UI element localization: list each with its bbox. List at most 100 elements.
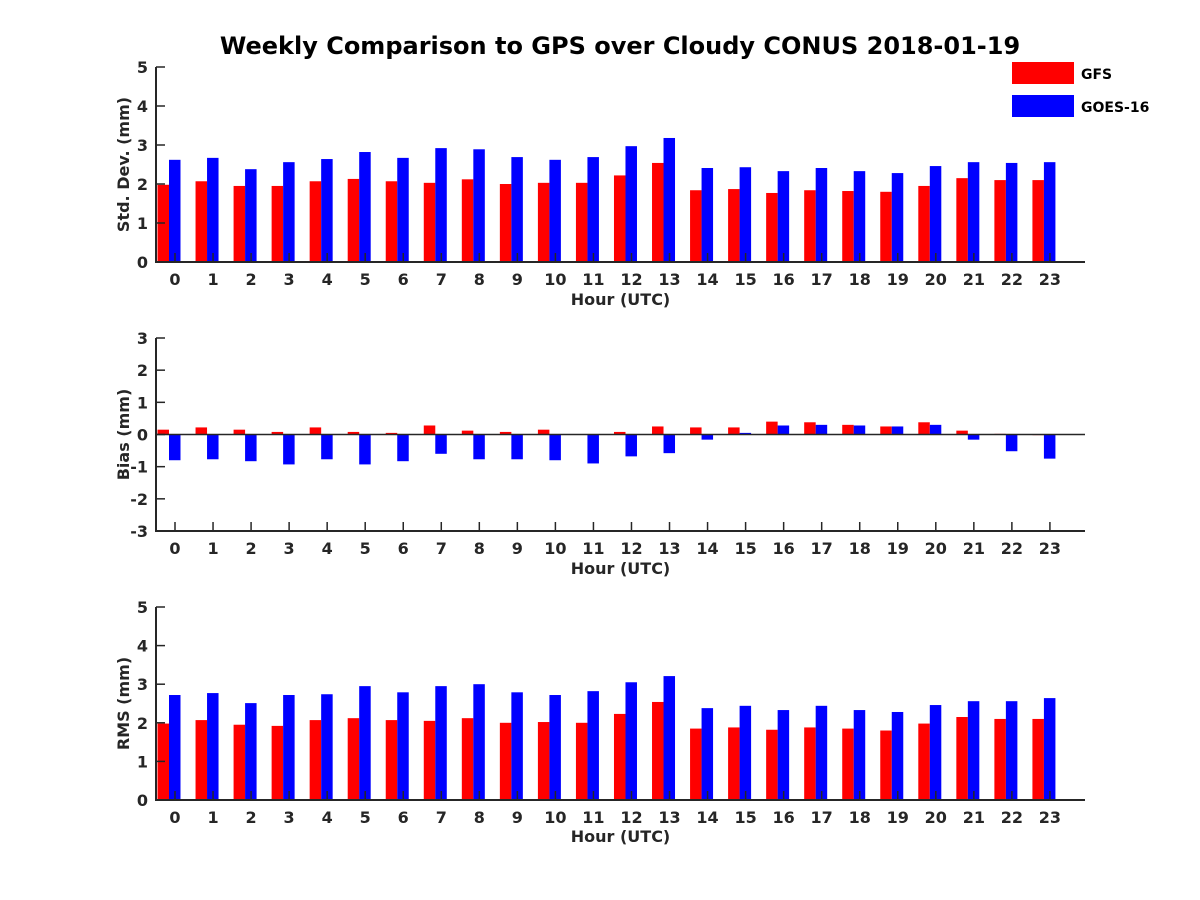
x-tick-label: 23 bbox=[1039, 270, 1061, 289]
x-tick-label: 8 bbox=[474, 808, 485, 827]
y-tick-label: 1 bbox=[137, 393, 148, 412]
y-tick-label: 5 bbox=[137, 598, 148, 617]
x-tick-label: 0 bbox=[169, 808, 180, 827]
bar-goes16-hour-19 bbox=[891, 426, 904, 435]
x-tick-label: 22 bbox=[1001, 808, 1023, 827]
x-tick-label: 15 bbox=[734, 539, 756, 558]
bar-goes16-hour-3 bbox=[283, 434, 295, 465]
bar-gfs-hour-13 bbox=[652, 426, 664, 435]
y-tick-label: 3 bbox=[137, 136, 148, 155]
bar-goes16-hour-10 bbox=[549, 695, 561, 800]
x-tick-label: 23 bbox=[1039, 539, 1061, 558]
bar-goes16-hour-18 bbox=[853, 425, 866, 435]
bar-gfs-hour-13 bbox=[652, 701, 664, 800]
x-tick-label: 15 bbox=[734, 270, 756, 289]
bar-gfs-hour-4 bbox=[309, 720, 322, 800]
legend-swatch-goes16 bbox=[1012, 95, 1074, 117]
bar-gfs-hour-2 bbox=[233, 429, 246, 435]
bar-gfs-hour-9 bbox=[499, 431, 512, 435]
y-tick-label: 2 bbox=[137, 175, 148, 194]
x-tick-label: 9 bbox=[512, 539, 523, 558]
bar-gfs-hour-6 bbox=[385, 181, 398, 262]
x-tick-label: 1 bbox=[207, 808, 218, 827]
bar-gfs-hour-5 bbox=[347, 178, 360, 262]
bar-goes16-hour-21 bbox=[967, 701, 980, 800]
x-tick-label: 14 bbox=[696, 270, 718, 289]
x-tick-label: 20 bbox=[925, 539, 947, 558]
legend-swatch-gfs bbox=[1012, 62, 1074, 84]
x-tick-label: 5 bbox=[360, 808, 371, 827]
x-tick-label: 18 bbox=[849, 539, 871, 558]
legend-label-goes16: GOES-16 bbox=[1081, 100, 1149, 116]
bar-gfs-hour-3 bbox=[271, 185, 284, 262]
bar-gfs-hour-21 bbox=[956, 717, 968, 800]
bar-gfs-hour-15 bbox=[728, 427, 740, 435]
bar-goes16-hour-11 bbox=[587, 691, 599, 800]
bar-gfs-hour-15 bbox=[728, 727, 740, 800]
x-tick-label: 0 bbox=[169, 539, 180, 558]
bar-goes16-hour-2 bbox=[245, 703, 257, 800]
bar-gfs-hour-15 bbox=[728, 189, 740, 262]
y-tick-label: -2 bbox=[130, 490, 148, 509]
x-tick-label: 7 bbox=[436, 270, 447, 289]
bar-gfs-hour-1 bbox=[195, 427, 208, 435]
x-tick-label: 9 bbox=[512, 270, 523, 289]
bar-gfs-hour-5 bbox=[347, 431, 360, 435]
x-tick-label: 19 bbox=[887, 539, 909, 558]
x-tick-label: 7 bbox=[436, 808, 447, 827]
bar-goes16-hour-13 bbox=[663, 434, 676, 454]
x-tick-label: 12 bbox=[620, 270, 642, 289]
x-tick-label: 17 bbox=[811, 808, 833, 827]
x-tick-label: 1 bbox=[207, 539, 218, 558]
bar-goes16-hour-10 bbox=[549, 434, 561, 461]
bar-goes16-hour-13 bbox=[663, 676, 676, 800]
x-axis-label: Hour (UTC) bbox=[571, 827, 671, 846]
bar-gfs-hour-1 bbox=[195, 720, 208, 800]
bar-goes16-hour-13 bbox=[663, 137, 676, 262]
x-tick-label: 5 bbox=[360, 539, 371, 558]
y-tick-label: 4 bbox=[137, 637, 148, 656]
bar-gfs-hour-7 bbox=[423, 182, 436, 262]
x-tick-label: 12 bbox=[620, 539, 642, 558]
x-tick-label: 21 bbox=[963, 539, 985, 558]
bar-gfs-hour-20 bbox=[918, 185, 930, 262]
x-tick-label: 5 bbox=[360, 270, 371, 289]
bar-goes16-hour-22 bbox=[1005, 162, 1018, 262]
x-tick-label: 10 bbox=[544, 270, 566, 289]
bar-goes16-hour-3 bbox=[283, 695, 295, 800]
bar-goes16-hour-12 bbox=[625, 146, 637, 262]
bar-gfs-hour-4 bbox=[309, 181, 322, 262]
x-tick-label: 4 bbox=[322, 539, 333, 558]
x-tick-label: 0 bbox=[169, 270, 180, 289]
bar-goes16-hour-12 bbox=[625, 682, 637, 800]
bar-goes16-hour-18 bbox=[853, 710, 866, 800]
bar-goes16-hour-23 bbox=[1043, 162, 1056, 262]
x-tick-label: 4 bbox=[322, 808, 333, 827]
x-tick-label: 22 bbox=[1001, 270, 1023, 289]
x-tick-label: 4 bbox=[322, 270, 333, 289]
bar-goes16-hour-15 bbox=[739, 432, 752, 435]
x-tick-label: 20 bbox=[925, 808, 947, 827]
bar-gfs-hour-9 bbox=[499, 722, 512, 800]
bar-gfs-hour-10 bbox=[537, 429, 550, 435]
bar-goes16-hour-4 bbox=[321, 434, 333, 460]
bar-gfs-hour-21 bbox=[956, 178, 968, 262]
bar-gfs-hour-11 bbox=[575, 722, 588, 800]
bar-gfs-hour-18 bbox=[842, 728, 854, 800]
bar-goes16-hour-6 bbox=[397, 434, 409, 462]
bar-goes16-hour-14 bbox=[701, 434, 714, 440]
x-tick-label: 16 bbox=[773, 270, 795, 289]
bar-gfs-hour-12 bbox=[613, 713, 626, 800]
bar-gfs-hour-23 bbox=[1032, 718, 1044, 800]
bar-goes16-hour-16 bbox=[777, 425, 790, 435]
x-tick-label: 13 bbox=[658, 270, 680, 289]
bar-goes16-hour-9 bbox=[511, 692, 523, 800]
bar-gfs-hour-16 bbox=[766, 421, 778, 435]
y-tick-label: 5 bbox=[137, 58, 148, 77]
bar-goes16-hour-7 bbox=[435, 434, 447, 454]
bar-goes16-hour-20 bbox=[929, 166, 942, 262]
x-axis-label: Hour (UTC) bbox=[571, 559, 671, 578]
x-tick-label: 15 bbox=[734, 808, 756, 827]
x-tick-label: 8 bbox=[474, 270, 485, 289]
